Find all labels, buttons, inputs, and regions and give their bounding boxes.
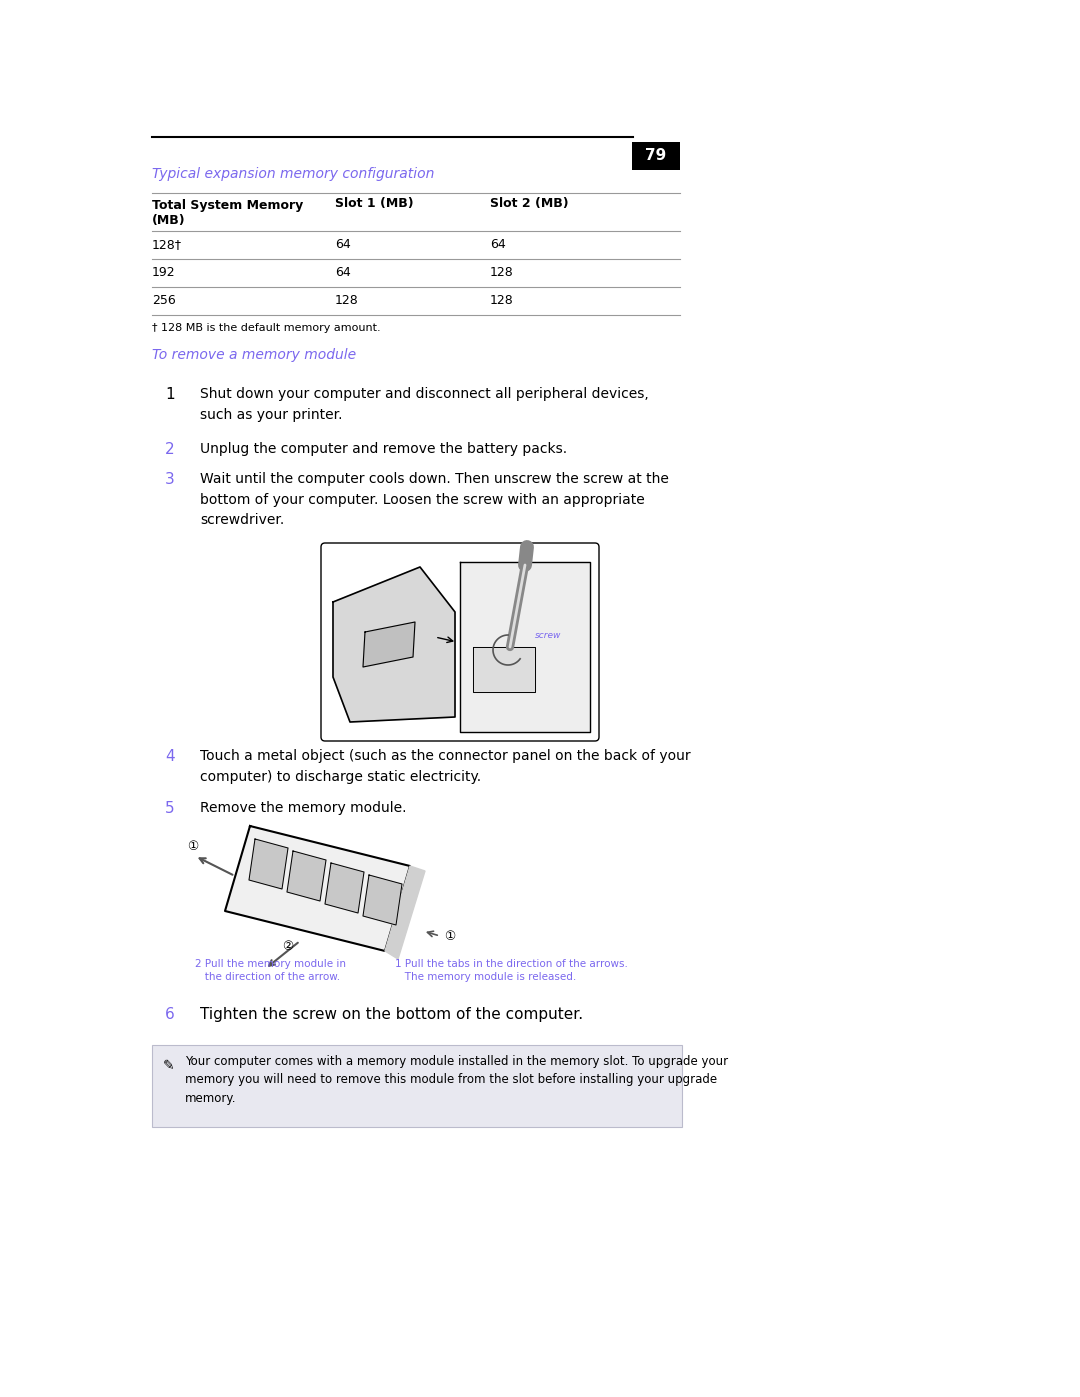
Text: 2: 2 xyxy=(165,441,175,457)
Polygon shape xyxy=(225,826,410,951)
Text: 128: 128 xyxy=(490,293,514,307)
Polygon shape xyxy=(333,567,455,722)
Text: Slot 2 (MB): Slot 2 (MB) xyxy=(490,197,569,210)
Text: 128: 128 xyxy=(335,293,359,307)
Text: 64: 64 xyxy=(490,237,505,251)
Polygon shape xyxy=(287,851,326,901)
FancyBboxPatch shape xyxy=(152,1045,681,1127)
Text: 5: 5 xyxy=(165,800,175,816)
Text: Tighten the screw on the bottom of the computer.: Tighten the screw on the bottom of the c… xyxy=(200,1007,583,1023)
Text: 128†: 128† xyxy=(152,237,183,251)
Text: ✎: ✎ xyxy=(163,1059,175,1073)
Text: 128: 128 xyxy=(490,265,514,279)
Polygon shape xyxy=(363,622,415,666)
Text: Your computer comes with a memory module installed in the memory slot. To upgrad: Your computer comes with a memory module… xyxy=(185,1055,728,1105)
Text: ①: ① xyxy=(187,840,199,852)
Text: 64: 64 xyxy=(335,237,351,251)
Text: ②: ② xyxy=(282,940,294,953)
Text: screw: screw xyxy=(535,630,562,640)
Text: 256: 256 xyxy=(152,293,176,307)
Text: 64: 64 xyxy=(335,265,351,279)
Text: Slot 1 (MB): Slot 1 (MB) xyxy=(335,197,414,210)
Text: Total System Memory
(MB): Total System Memory (MB) xyxy=(152,198,303,226)
Text: To remove a memory module: To remove a memory module xyxy=(152,348,356,362)
Polygon shape xyxy=(384,866,426,958)
Polygon shape xyxy=(473,647,535,692)
Text: Remove the memory module.: Remove the memory module. xyxy=(200,800,406,814)
Text: 1 Pull the tabs in the direction of the arrows.
   The memory module is released: 1 Pull the tabs in the direction of the … xyxy=(395,958,627,982)
Text: 6: 6 xyxy=(165,1007,175,1023)
Polygon shape xyxy=(460,562,590,732)
Text: 79: 79 xyxy=(646,148,666,163)
Text: ①: ① xyxy=(444,929,456,943)
FancyBboxPatch shape xyxy=(321,543,599,740)
Text: Touch a metal object (such as the connector panel on the back of your
computer) : Touch a metal object (such as the connec… xyxy=(200,749,690,784)
Text: Wait until the computer cools down. Then unscrew the screw at the
bottom of your: Wait until the computer cools down. Then… xyxy=(200,472,669,527)
Text: † 128 MB is the default memory amount.: † 128 MB is the default memory amount. xyxy=(152,323,380,332)
Polygon shape xyxy=(363,875,402,925)
Text: 1: 1 xyxy=(165,387,175,402)
Polygon shape xyxy=(249,840,288,888)
Text: Typical expansion memory configuration: Typical expansion memory configuration xyxy=(152,168,434,182)
Text: Shut down your computer and disconnect all peripheral devices,
such as your prin: Shut down your computer and disconnect a… xyxy=(200,387,649,422)
Text: Unplug the computer and remove the battery packs.: Unplug the computer and remove the batte… xyxy=(200,441,567,455)
Text: 4: 4 xyxy=(165,749,175,764)
Text: 2 Pull the memory module in
   the direction of the arrow.: 2 Pull the memory module in the directio… xyxy=(195,958,346,982)
FancyBboxPatch shape xyxy=(632,142,680,170)
Polygon shape xyxy=(325,863,364,914)
Text: 3: 3 xyxy=(165,472,175,488)
Text: 192: 192 xyxy=(152,265,176,279)
